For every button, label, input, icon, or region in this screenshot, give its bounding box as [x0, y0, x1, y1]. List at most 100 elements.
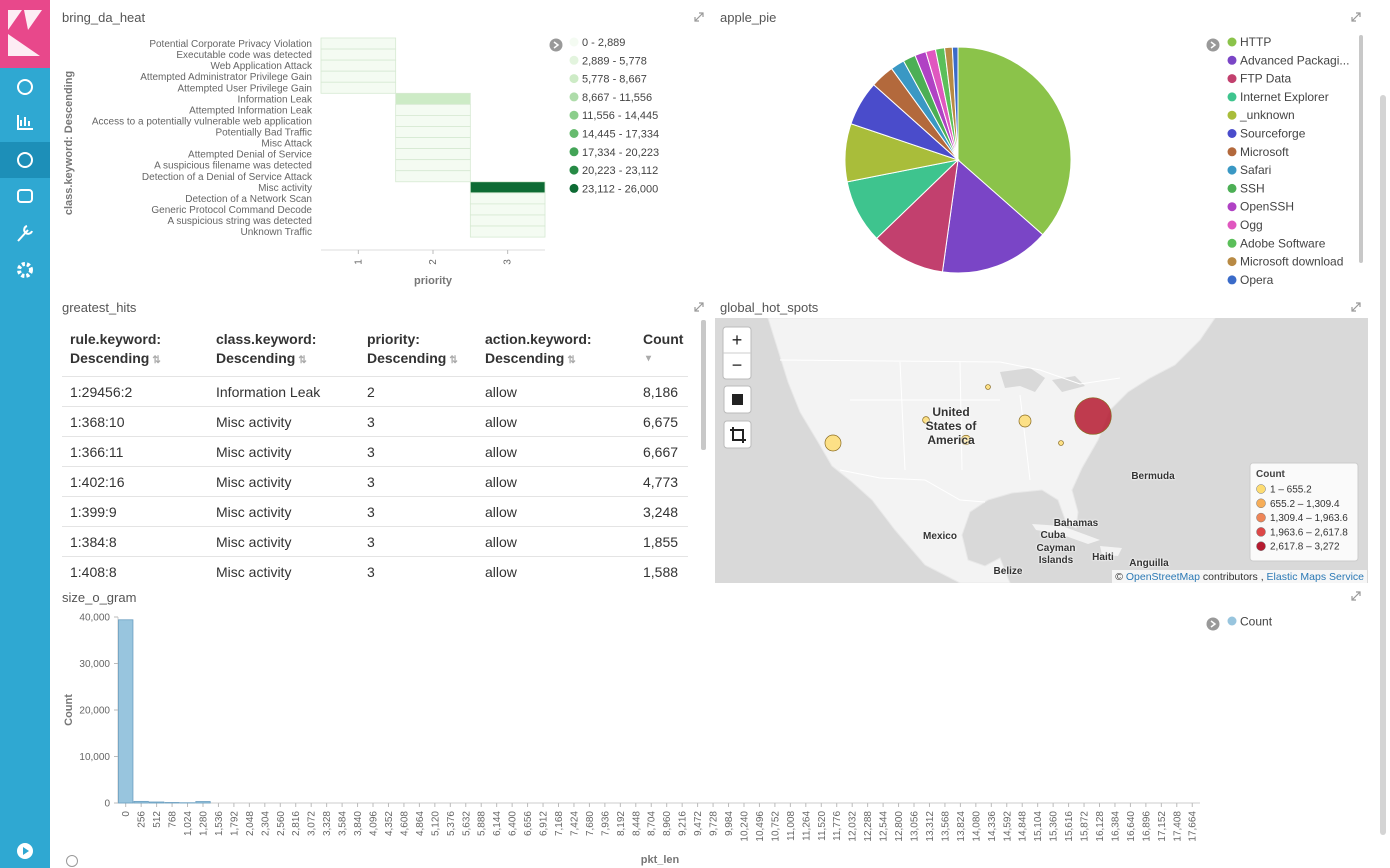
x-tick-label: 7,680	[585, 811, 596, 836]
x-tick-label: 3,328	[322, 811, 333, 836]
table-cell: allow	[477, 526, 635, 557]
collapse-toggle[interactable]	[66, 855, 78, 867]
table-cell: 1:368:10	[62, 406, 208, 437]
expand-icon[interactable]	[694, 12, 704, 22]
scrollbar[interactable]	[1359, 35, 1363, 263]
x-tick-label: 1,280	[198, 811, 209, 836]
bar	[133, 800, 149, 804]
map-point	[960, 434, 972, 446]
legend-toggle[interactable]	[549, 38, 563, 52]
table-cell: 6,675	[635, 406, 688, 437]
x-tick-label: 14,336	[987, 811, 998, 842]
map-attribution: © OpenStreetMap contributors , Elastic M…	[1112, 570, 1367, 584]
column-header-label: class.keyword: Descending	[216, 331, 317, 366]
place-label: United States of America	[925, 405, 977, 447]
nav-discover[interactable]	[17, 79, 33, 95]
x-tick-label: 7,424	[569, 811, 580, 836]
sort-icon[interactable]: ⇅	[567, 355, 576, 366]
x-tick-label: 8,960	[662, 811, 673, 836]
x-tick-label: 4,096	[369, 811, 380, 836]
expand-icon[interactable]	[694, 302, 704, 312]
zoom-in[interactable]: +	[732, 330, 743, 350]
heat-cell	[320, 81, 397, 94]
x-tick-label: 9,728	[709, 811, 720, 836]
x-tick-label: 4,352	[384, 811, 395, 836]
legend-label: OpenSSH	[1240, 200, 1294, 214]
legend-label: 8,667 - 11,556	[582, 92, 652, 104]
x-tick-label: 8,448	[631, 811, 642, 836]
table-cell: allow	[477, 496, 635, 527]
heat-cell	[320, 59, 397, 72]
scrollbar[interactable]	[701, 320, 706, 450]
legend-label: 655.2 – 1,309.4	[1270, 499, 1340, 510]
nav-visualize[interactable]	[17, 115, 33, 130]
nav-dashboard[interactable]	[17, 152, 33, 168]
table-cell: 3	[359, 496, 477, 527]
table-cell: 3,248	[635, 496, 688, 527]
table-cell: allow	[477, 466, 635, 497]
table-cell: 3	[359, 556, 477, 586]
zoom-out[interactable]: −	[732, 355, 743, 375]
table-cell: Misc activity	[208, 406, 359, 437]
x-tick-label: 2,304	[260, 811, 271, 836]
x-tick-label: 9,216	[678, 811, 689, 836]
attribution-part: contributors ,	[1202, 571, 1264, 583]
table-cell: 2	[359, 376, 477, 407]
legend-label: 1,963.6 – 2,617.8	[1270, 527, 1348, 538]
x-tick-label: 15,872	[1080, 811, 1091, 842]
heat-cell	[469, 225, 546, 238]
sort-icon[interactable]: ⇅	[298, 355, 307, 366]
heat-cell	[395, 170, 471, 183]
page-scrollbar[interactable]	[1380, 95, 1386, 835]
legend-label: 11,556 - 14,445	[582, 110, 658, 122]
heat-cell	[395, 126, 471, 138]
x-tick-label: 8,192	[616, 811, 627, 836]
pie-slice	[951, 46, 959, 161]
legend-label: Safari	[1240, 163, 1271, 177]
y-tick-label: Attempted Administrator Privilege Gain	[140, 72, 312, 83]
table-cell: Misc activity	[208, 466, 359, 497]
legend-toggle[interactable]	[1206, 617, 1220, 631]
x-tick-label: 1,792	[229, 811, 240, 836]
x-tick-label: 12,288	[863, 811, 874, 842]
map-point	[1074, 397, 1112, 435]
expand-icon[interactable]	[1351, 12, 1361, 22]
attribution-part[interactable]: Elastic Maps Service	[1266, 571, 1364, 583]
nav-timelion[interactable]	[17, 189, 33, 203]
expand-icon[interactable]	[1351, 591, 1361, 601]
table-cell: Misc activity	[208, 496, 359, 527]
table-cell: 1,588	[635, 556, 688, 586]
table-row: 1:408:8 Misc activity 3 allow 1,588	[62, 556, 688, 586]
x-tick-label: 3,584	[338, 811, 349, 836]
table-row: 1:384:8 Misc activity 3 allow 1,855	[62, 526, 688, 557]
legend-dot	[569, 92, 579, 102]
map-point	[985, 384, 991, 390]
legend-dot	[569, 147, 579, 157]
bar	[149, 801, 165, 804]
table-cell: 1:402:16	[62, 466, 208, 497]
x-tick-label: 12,800	[894, 811, 905, 842]
x-tick-label: 1,024	[183, 811, 194, 836]
nav-collapse-arrow	[23, 847, 29, 855]
x-tick-label: 6,400	[508, 811, 519, 836]
nav-devtools[interactable]	[17, 225, 33, 242]
legend-label: 2,617.8 – 3,272	[1270, 542, 1340, 553]
x-tick-label: 15,616	[1064, 811, 1075, 842]
expand-icon[interactable]	[1351, 302, 1361, 312]
attribution-part[interactable]: OpenStreetMap	[1125, 571, 1200, 583]
heat-cell	[395, 92, 471, 105]
sort-icon[interactable]: ⇅	[449, 355, 458, 366]
bar	[118, 619, 134, 804]
map-point	[824, 434, 842, 452]
legend-label: Microsoft download	[1240, 255, 1343, 269]
nav-management[interactable]	[17, 262, 33, 278]
legend-label: HTTP	[1240, 35, 1271, 49]
crop-button[interactable]	[723, 420, 752, 449]
legend-toggle[interactable]	[1206, 38, 1220, 52]
y-tick-label: A suspicious filename was detected	[154, 161, 312, 172]
table-cell: 3	[359, 466, 477, 497]
sort-icon[interactable]: ▾	[646, 353, 652, 364]
legend-label: 1 – 655.2	[1270, 485, 1312, 496]
heat-cell	[395, 159, 471, 172]
sort-icon[interactable]: ⇅	[152, 355, 161, 366]
